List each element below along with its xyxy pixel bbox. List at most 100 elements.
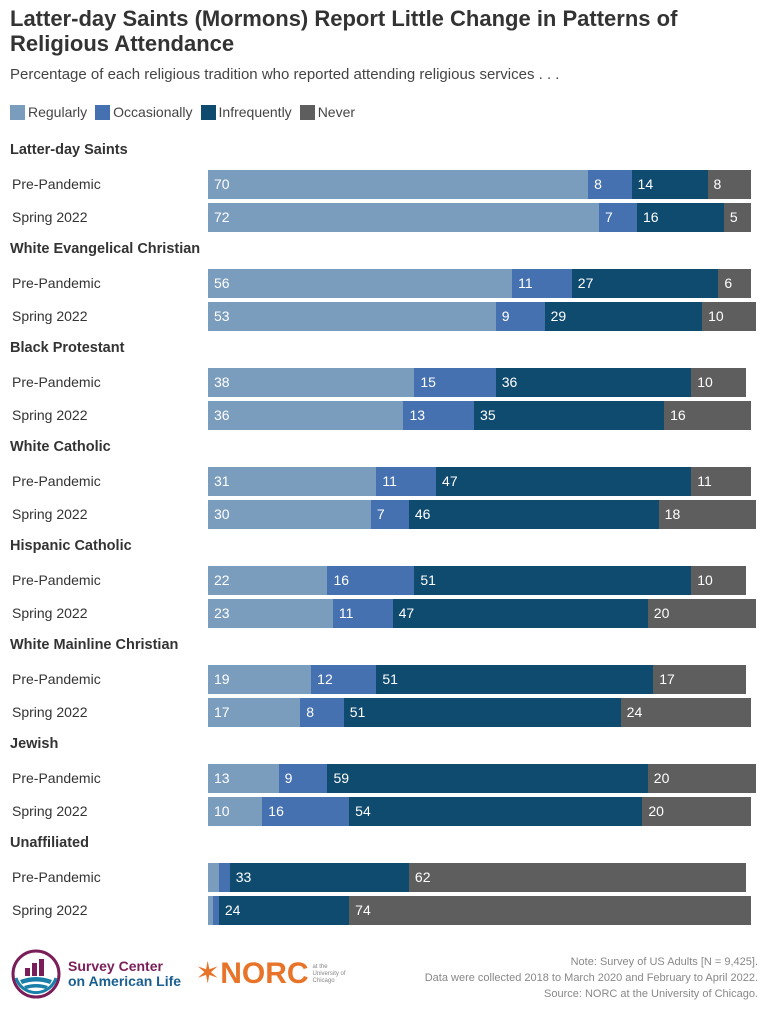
bar-segment-infrequently: 24 xyxy=(218,896,350,925)
bar-segment-infrequently: 51 xyxy=(414,566,692,595)
bar-unaffiliated-spring-2022: 24 74 xyxy=(208,896,751,925)
logo-text-line: on American Life xyxy=(68,973,182,989)
bar-segment-never: 74 xyxy=(349,896,751,925)
bar-segment-occasionally: 8 xyxy=(300,698,344,727)
bar-segment-occasionally: 11 xyxy=(332,599,393,628)
group-title-jewish: Jewish xyxy=(10,736,59,752)
bar-segment-regularly: 13 xyxy=(208,764,279,793)
bar-segment-regularly: 56 xyxy=(208,269,513,298)
row-label: Spring 2022 xyxy=(12,407,88,423)
bar-segment-infrequently: 14 xyxy=(631,170,708,199)
bar-segment-never: 11 xyxy=(691,467,751,496)
bar-segment-occasionally: 13 xyxy=(403,401,475,430)
bar-segment-never: 6 xyxy=(718,269,751,298)
bar-segment-infrequently: 35 xyxy=(474,401,665,430)
row-label: Spring 2022 xyxy=(12,605,88,621)
group-title-unaffiliated: Unaffiliated xyxy=(10,835,89,851)
norc-subtext-line: at the xyxy=(312,963,328,970)
row-label: Spring 2022 xyxy=(12,506,88,522)
bar-latter-day-saints-pre-pandemic: 70 8 14 8 xyxy=(208,170,751,199)
bar-segment-occasionally: 8 xyxy=(588,170,632,199)
row-label: Spring 2022 xyxy=(12,704,88,720)
legend-label: Occasionally xyxy=(113,104,193,120)
bar-segment-infrequently: 33 xyxy=(229,863,409,892)
bar-segment-regularly: 23 xyxy=(208,599,333,628)
legend-swatch xyxy=(200,104,216,120)
norc-star-icon: ✶ xyxy=(195,957,221,990)
bar-white-catholic-spring-2022: 30 7 46 18 xyxy=(208,500,757,529)
bar-segment-regularly: 53 xyxy=(208,302,496,331)
legend-item-infrequently: Infrequently xyxy=(200,104,292,120)
bar-segment-never: 10 xyxy=(702,302,757,331)
group-title-white-catholic: White Catholic xyxy=(10,439,111,455)
survey-center-logo-text: Survey Center on American Life xyxy=(68,959,181,989)
legend-swatch xyxy=(95,104,111,120)
bar-segment-never: 20 xyxy=(647,599,757,628)
bar-segment-infrequently: 16 xyxy=(636,203,724,232)
legend-label: Regularly xyxy=(28,104,88,120)
bar-segment-infrequently: 46 xyxy=(408,500,659,529)
legend-swatch xyxy=(299,104,315,120)
bar-segment-regularly: 10 xyxy=(208,797,263,826)
legend: Regularly Occasionally Infrequently Neve… xyxy=(10,104,355,120)
bar-segment-occasionally xyxy=(218,863,230,892)
bar-white-mainline-christian-pre-pandemic: 19 12 51 17 xyxy=(208,665,746,694)
bar-segment-never: 24 xyxy=(620,698,751,727)
bar-segment-infrequently: 47 xyxy=(392,599,648,628)
bar-segment-never: 8 xyxy=(707,170,751,199)
bar-segment-never: 10 xyxy=(691,368,746,397)
row-label: Pre-Pandemic xyxy=(12,473,101,489)
norc-subtext: at the University of Chicago xyxy=(313,964,346,985)
norc-subtext-line: Chicago xyxy=(312,977,335,984)
chart-subtitle: Percentage of each religious tradition w… xyxy=(10,66,560,83)
bar-segment-never: 18 xyxy=(658,500,757,529)
row-label: Pre-Pandemic xyxy=(12,176,101,192)
chart-title: Latter-day Saints (Mormons) Report Littl… xyxy=(10,6,678,56)
bar-white-evangelical-christian-pre-pandemic: 56 11 27 6 xyxy=(208,269,751,298)
bar-white-mainline-christian-spring-2022: 17 8 51 24 xyxy=(208,698,751,727)
bar-segment-occasionally xyxy=(213,896,219,925)
bar-segment-occasionally: 7 xyxy=(370,500,409,529)
row-label: Spring 2022 xyxy=(12,209,88,225)
bar-hispanic-catholic-pre-pandemic: 22 16 51 10 xyxy=(208,566,746,595)
legend-label: Infrequently xyxy=(218,104,292,120)
bar-segment-never: 10 xyxy=(691,566,746,595)
bar-segment-regularly: 30 xyxy=(208,500,371,529)
bar-black-protestant-spring-2022: 36 13 35 16 xyxy=(208,401,751,430)
row-label: Pre-Pandemic xyxy=(12,275,101,291)
row-label: Pre-Pandemic xyxy=(12,374,101,390)
bar-jewish-pre-pandemic: 13 9 59 20 xyxy=(208,764,757,793)
bar-white-catholic-pre-pandemic: 31 11 47 11 xyxy=(208,467,751,496)
legend-item-regularly: Regularly xyxy=(10,104,87,120)
bar-segment-never: 20 xyxy=(642,797,751,826)
bar-segment-infrequently: 36 xyxy=(495,368,692,397)
group-title-hispanic-catholic: Hispanic Catholic xyxy=(10,538,132,554)
bar-segment-occasionally: 12 xyxy=(311,665,377,694)
row-label: Spring 2022 xyxy=(12,902,88,918)
bar-segment-regularly: 36 xyxy=(208,401,404,430)
row-label: Spring 2022 xyxy=(12,803,88,819)
bar-segment-occasionally: 11 xyxy=(512,269,572,298)
group-title-white-evangelical-christian: White Evangelical Christian xyxy=(10,241,201,257)
legend-item-never: Never xyxy=(299,104,355,120)
bar-segment-occasionally: 7 xyxy=(598,203,637,232)
bar-segment-never: 17 xyxy=(653,665,746,694)
norc-subtext-line: University of xyxy=(312,970,346,977)
bar-segment-regularly xyxy=(208,863,219,892)
bar-unaffiliated-pre-pandemic: 33 62 xyxy=(208,863,746,892)
logo-text-line: Survey Center xyxy=(68,958,163,974)
bar-segment-infrequently: 29 xyxy=(544,302,703,331)
bar-white-evangelical-christian-spring-2022: 53 9 29 10 xyxy=(208,302,757,331)
bar-segment-occasionally: 9 xyxy=(278,764,328,793)
footer-logos: Survey Center on American Life ✶ NORC at… xyxy=(10,948,346,1000)
bar-segment-regularly: 17 xyxy=(208,698,301,727)
norc-wordmark: NORC xyxy=(220,957,309,990)
bar-segment-regularly: 38 xyxy=(208,368,415,397)
row-label: Pre-Pandemic xyxy=(12,572,101,588)
source-note: Note: Survey of US Adults [N = 9,425]. D… xyxy=(425,954,758,1002)
legend-item-occasionally: Occasionally xyxy=(95,104,193,120)
bar-segment-regularly: 19 xyxy=(208,665,312,694)
bar-segment-regularly: 31 xyxy=(208,467,377,496)
bar-segment-occasionally: 16 xyxy=(262,797,350,826)
row-label: Pre-Pandemic xyxy=(12,770,101,786)
